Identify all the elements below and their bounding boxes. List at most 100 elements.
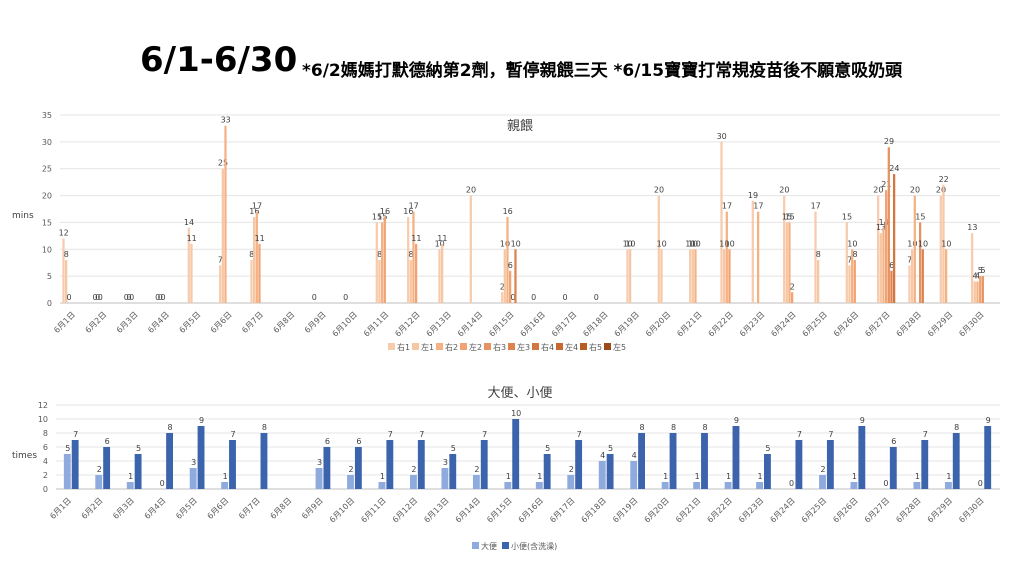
x-tick-label: 6月28日 <box>895 310 923 338</box>
bar-小便(含洗澡) <box>606 454 614 489</box>
bar-大便 <box>819 475 826 489</box>
bar-小便(含洗澡) <box>826 440 834 489</box>
x-tick-label: 6月11日 <box>359 496 387 524</box>
bar-右2 <box>224 125 227 303</box>
data-label: 17 <box>753 202 763 211</box>
data-label: 16 <box>249 207 259 216</box>
bar-右1 <box>720 141 723 303</box>
bar-右2 <box>757 211 760 303</box>
bar-左1 <box>785 222 788 303</box>
x-tick-label: 6月1日 <box>48 496 73 521</box>
bar-大便 <box>315 468 323 489</box>
data-label: 10 <box>918 239 928 248</box>
legend-swatch <box>604 343 611 350</box>
data-label: 16 <box>380 207 390 216</box>
bar-小便(含洗澡) <box>134 454 142 489</box>
data-label: 24 <box>889 164 899 173</box>
bar-小便(含洗澡) <box>197 426 205 489</box>
y-tick-label: 4 <box>43 457 48 466</box>
legend-swatch <box>388 343 395 350</box>
bar-左3 <box>514 249 517 303</box>
data-label: 5 <box>451 444 456 453</box>
bar-右2 <box>694 249 697 303</box>
x-tick-label: 6月4日 <box>143 496 168 521</box>
bar-小便(含洗澡) <box>103 447 111 489</box>
data-label: 5 <box>136 444 141 453</box>
data-label: 4 <box>632 451 637 460</box>
data-label: 2 <box>411 465 416 474</box>
data-label: 0 <box>883 479 888 488</box>
bar-小便(含洗澡) <box>354 447 362 489</box>
bar-大便 <box>913 482 921 489</box>
bar-右2 <box>506 217 509 303</box>
bar-小便(含洗澡) <box>575 440 583 489</box>
bar-左2 <box>383 217 386 303</box>
data-label: 2 <box>97 465 102 474</box>
data-label: 15 <box>782 212 792 221</box>
data-label: 10 <box>511 409 521 418</box>
bar-左2 <box>728 249 731 303</box>
data-label: 12 <box>59 229 69 238</box>
bar-大便 <box>221 482 229 489</box>
data-label: 6 <box>356 437 361 446</box>
bar-大便 <box>441 468 449 489</box>
bar-大便 <box>63 454 71 489</box>
x-tick-label: 6月11日 <box>362 310 390 338</box>
data-label: 0 <box>978 479 983 488</box>
bar-右1 <box>877 195 880 303</box>
x-tick-label: 6月24日 <box>768 496 796 524</box>
y-tick-label: 8 <box>43 429 48 438</box>
x-tick-label: 6月24日 <box>769 310 797 338</box>
legend-label: 左4 <box>565 342 578 352</box>
legend-label: 右5 <box>589 342 602 352</box>
data-label: 10 <box>685 239 695 248</box>
x-tick-label: 6月27日 <box>863 496 891 524</box>
x-tick-label: 6月4日 <box>146 310 171 335</box>
data-label: 15 <box>785 212 795 221</box>
bar-右2 <box>976 281 979 303</box>
x-tick-label: 6月12日 <box>391 496 419 524</box>
data-label: 1 <box>726 472 731 481</box>
data-label: 16 <box>403 207 413 216</box>
data-label: 8 <box>249 250 254 259</box>
x-tick-label: 6月15日 <box>485 496 513 524</box>
x-tick-label: 6月13日 <box>425 310 453 338</box>
data-label: 7 <box>482 430 487 439</box>
data-label: 1 <box>946 472 951 481</box>
bar-大便 <box>756 482 763 489</box>
data-label: 11 <box>255 234 265 243</box>
data-label: 9 <box>860 416 865 425</box>
bar-大便 <box>126 482 134 489</box>
x-tick-label: 6月5日 <box>174 496 199 521</box>
x-tick-label: 6月2日 <box>84 310 109 335</box>
x-tick-label: 6月17日 <box>550 310 578 338</box>
x-tick-label: 6月5日 <box>178 310 203 335</box>
x-tick-label: 6月19日 <box>613 310 641 338</box>
data-label: 8 <box>954 423 959 432</box>
bar-右1 <box>469 195 472 303</box>
x-tick-label: 6月1日 <box>52 310 77 335</box>
x-tick-label: 6月16日 <box>519 310 547 338</box>
legend-swatch <box>412 343 419 350</box>
data-label: 14 <box>879 218 889 227</box>
bar-小便(含洗澡) <box>952 433 960 489</box>
data-label: 10 <box>657 239 667 248</box>
data-label: 6 <box>508 261 513 270</box>
data-label: 2 <box>474 465 479 474</box>
legend-label: 右3 <box>493 342 506 352</box>
data-label: 5 <box>978 266 983 275</box>
x-tick-label: 6月3日 <box>115 310 140 335</box>
data-label: 8 <box>64 250 69 259</box>
bar-左3 <box>890 270 893 303</box>
bar-右1 <box>375 222 378 303</box>
data-label: 3 <box>317 458 322 467</box>
bar-大便 <box>944 482 952 489</box>
data-label: 20 <box>910 186 920 195</box>
data-label: 10 <box>511 239 521 248</box>
data-label: 25 <box>218 159 228 168</box>
bar-小便(含洗澡) <box>323 447 331 489</box>
data-label: 10 <box>691 239 701 248</box>
bar-左1 <box>691 249 694 303</box>
data-label: 2 <box>820 465 825 474</box>
bar-右2 <box>412 211 415 303</box>
